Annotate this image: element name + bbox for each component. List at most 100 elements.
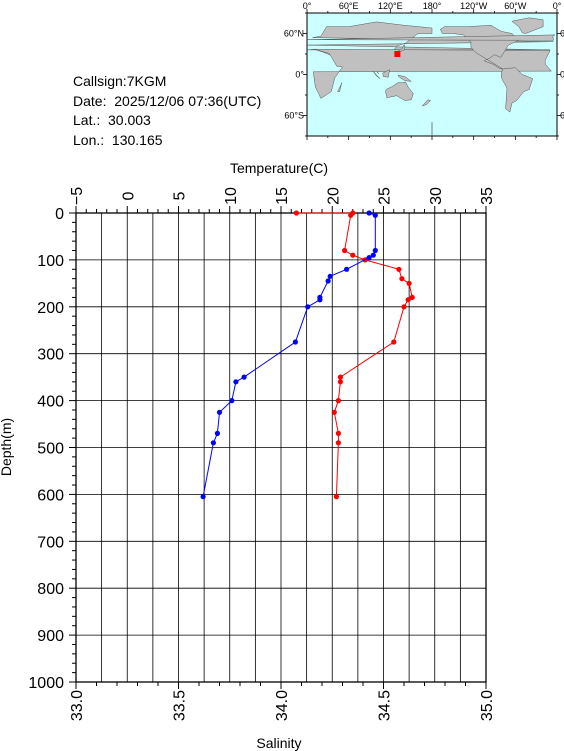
temperature-tick-label: 15 xyxy=(274,187,291,205)
temperature-point xyxy=(409,294,415,300)
temperature-tick-label: 30 xyxy=(428,187,445,205)
temperature-point xyxy=(348,212,354,218)
salinity-point xyxy=(200,494,206,500)
land-shape xyxy=(337,82,342,92)
depth-tick-label: 800 xyxy=(37,581,64,598)
location-map: 0° 60°E 120°E 180° 120°W 60°W 0° 60°N 60°N 0° 0° 60… xyxy=(284,1,564,140)
depth-tick-label: 0 xyxy=(55,206,64,223)
temperature-tick-label: 0 xyxy=(120,191,137,200)
salinity-point xyxy=(317,297,323,303)
map-lat-label: 60°N xyxy=(560,29,564,39)
chart-grid xyxy=(75,212,487,683)
depth-tick-label: 500 xyxy=(37,441,64,458)
latitude-text: Lat.: 30.003 xyxy=(73,112,151,128)
temperature-axis: −5 0 5 10 15 20 25 30 35 xyxy=(69,187,496,213)
temperature-tick-label: 20 xyxy=(325,187,342,205)
salinity-point xyxy=(327,273,333,279)
salinity-tick-label: 35.0 xyxy=(479,690,496,721)
salinity-tick-label: 33.0 xyxy=(69,690,86,721)
salinity-tick-label: 33.5 xyxy=(172,690,189,721)
salinity-point xyxy=(214,430,220,436)
temperature-point xyxy=(335,440,341,446)
temperature-tick-label: 5 xyxy=(172,191,189,200)
map-axis-labels: 0° 60°E 120°E 180° 120°W 60°W 0° 60°N 60°N 0° 0° 60… xyxy=(284,1,564,121)
temperature-point xyxy=(333,494,339,500)
map-lon-label: 120°W xyxy=(460,1,488,11)
temperature-tick-label: 35 xyxy=(479,187,496,205)
depth-tick-label: 400 xyxy=(37,394,64,411)
depth-tick-label: 700 xyxy=(37,534,64,551)
salinity-axis-title: Salinity xyxy=(256,735,301,751)
map-lat-label: 0° xyxy=(295,70,304,80)
depth-tick-label: 600 xyxy=(37,487,64,504)
land-shape xyxy=(382,69,390,78)
temperature-point xyxy=(331,409,337,415)
land-shape xyxy=(511,17,544,34)
temperature-point xyxy=(401,304,407,310)
station-info: Callsign:7KGM Date: 2025/12/06 07:36(UTC… xyxy=(73,72,261,150)
map-lon-label: 120°E xyxy=(378,1,403,11)
salinity-point xyxy=(216,409,223,415)
salinity-point xyxy=(366,255,372,261)
map-land xyxy=(306,17,556,136)
station-marker xyxy=(394,50,401,57)
map-lat-label: 60°S xyxy=(284,111,304,121)
depth-tick-label: 100 xyxy=(37,253,64,270)
map-lon-label: 60°E xyxy=(339,1,359,11)
temperature-point xyxy=(337,379,343,385)
land-shape xyxy=(307,34,556,41)
salinity-point xyxy=(325,278,331,284)
data-series xyxy=(200,210,415,500)
map-lat-label: 60°S xyxy=(560,111,564,121)
temperature-tick-label: 10 xyxy=(223,187,240,205)
temperature-point xyxy=(405,297,411,303)
salinity-point xyxy=(210,440,216,446)
temperature-point xyxy=(335,398,341,404)
salinity-point xyxy=(305,304,311,310)
temperature-point xyxy=(399,276,405,282)
depth-tick-label: 200 xyxy=(37,300,64,317)
land-shape xyxy=(421,99,432,107)
temperature-point xyxy=(396,266,402,272)
salinity-point xyxy=(372,212,378,218)
callsign-text: Callsign:7KGM xyxy=(73,73,167,89)
map-lat-label: 0° xyxy=(560,70,564,80)
depth-tick-label: 1000 xyxy=(28,675,64,692)
salinity-point xyxy=(233,379,239,385)
temperature-tick-label: −5 xyxy=(69,187,86,205)
salinity-point xyxy=(372,247,378,254)
salinity-point xyxy=(344,266,350,272)
land-shape xyxy=(397,74,413,82)
depth-axis-title: Depth(m) xyxy=(0,418,14,476)
salinity-line xyxy=(202,212,376,497)
map-lon-label: 60°W xyxy=(504,1,527,11)
salinity-point xyxy=(229,398,235,404)
salinity-tick-label: 34.5 xyxy=(377,690,394,721)
temperature-point xyxy=(293,210,299,216)
map-lon-label: 0° xyxy=(553,1,562,11)
map-lon-label: 180° xyxy=(423,1,442,11)
temperature-point xyxy=(342,247,348,254)
depth-axis: 0 100 200 300 400 500 600 700 800 900 1000 xyxy=(28,206,76,692)
salinity-point xyxy=(366,210,372,216)
depth-tick-label: 900 xyxy=(37,628,64,645)
map-lat-label: 60°N xyxy=(284,29,304,39)
land-shape xyxy=(396,43,406,53)
date-text: Date: 2025/12/06 07:36(UTC) xyxy=(73,92,262,109)
longitude-text: Lon.: 130.165 xyxy=(73,131,163,148)
depth-tick-label: 300 xyxy=(37,347,64,364)
salinity-point xyxy=(241,374,247,380)
land-shape xyxy=(372,70,381,79)
salinity-point xyxy=(370,252,376,258)
salinity-tick-label: 34.0 xyxy=(274,690,291,721)
temperature-point xyxy=(350,252,356,258)
land-shape xyxy=(385,81,414,101)
salinity-axis: 33.0 33.5 34.0 34.5 35.0 xyxy=(69,682,496,721)
salinity-point xyxy=(292,339,298,345)
map-ticks xyxy=(303,9,561,140)
temperature-point xyxy=(406,280,412,286)
temperature-point xyxy=(391,339,397,345)
temperature-axis-title: Temperature(C) xyxy=(230,160,328,176)
land-shape xyxy=(501,67,534,113)
